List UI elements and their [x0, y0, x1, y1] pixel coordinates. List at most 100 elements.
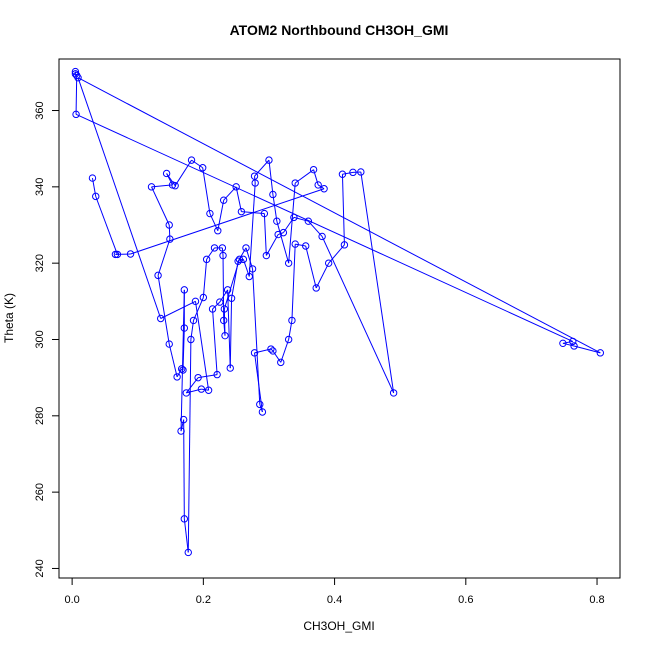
series-segment — [265, 234, 279, 256]
y-axis: 240 260 280 300 320 340 360 — [34, 101, 60, 578]
data-point — [291, 240, 299, 248]
series-segment — [272, 350, 282, 363]
series-segment — [223, 308, 226, 336]
series-segment — [276, 221, 290, 264]
data-point — [569, 337, 577, 346]
y-tick-label: 360 — [34, 101, 46, 119]
data-point — [559, 339, 567, 348]
y-tick-label: 260 — [34, 483, 46, 501]
x-tick-label: 0.4 — [327, 594, 342, 606]
series-segment — [217, 200, 225, 231]
series-segment — [235, 186, 242, 212]
data-point — [291, 179, 299, 187]
data-point — [202, 255, 211, 264]
data-point — [187, 156, 196, 164]
data-point — [191, 297, 200, 306]
series-segment — [95, 196, 118, 255]
series-segment — [295, 243, 306, 247]
series-segment — [268, 160, 274, 195]
series-segment — [206, 247, 215, 260]
series-segment — [174, 159, 192, 186]
data-point — [221, 331, 229, 340]
data-point — [302, 242, 310, 250]
x-tick-label: 0.0 — [64, 594, 79, 606]
chart-title: ATOM2 Northbound CH3OH_GMI — [230, 22, 449, 38]
series-segment — [288, 182, 296, 264]
x-tick-label: 0.6 — [458, 594, 473, 606]
data-point — [166, 235, 174, 243]
series-segment — [202, 259, 208, 298]
series-segment — [315, 262, 330, 289]
series-segment — [168, 224, 171, 240]
data-point — [177, 365, 186, 373]
x-axis-label: CH3OH_GMI — [303, 619, 374, 633]
data-point — [180, 515, 189, 523]
data-point — [265, 156, 273, 164]
data-point — [242, 244, 250, 252]
series-segment — [229, 298, 233, 369]
series-segment — [341, 174, 345, 245]
series-segment — [562, 340, 573, 344]
series-segment — [168, 343, 178, 378]
data-point — [180, 324, 189, 332]
y-axis-label: Theta (K) — [2, 293, 16, 343]
series-segment — [360, 171, 395, 393]
series-segment — [313, 169, 319, 186]
x-tick-label: 0.8 — [589, 594, 604, 606]
data-point — [389, 389, 398, 397]
series-segment — [328, 244, 345, 264]
series-segment — [272, 194, 278, 222]
data-point — [168, 181, 177, 189]
series-points — [71, 67, 605, 557]
data-point — [88, 174, 97, 182]
data-point — [71, 70, 80, 78]
data-point — [187, 335, 195, 344]
data-point — [220, 305, 229, 313]
series-segment — [202, 167, 211, 214]
data-point — [570, 342, 578, 350]
data-point — [204, 386, 213, 394]
series-segment — [193, 297, 204, 321]
series-segment — [160, 300, 196, 319]
data-point — [250, 172, 259, 180]
data-point — [309, 165, 318, 174]
data-point — [237, 207, 246, 216]
series-segment — [222, 255, 225, 321]
data-point — [210, 244, 219, 252]
series-segment — [75, 113, 573, 342]
data-point — [262, 251, 271, 260]
series-segment — [166, 173, 173, 186]
x-axis: 0.0 0.2 0.4 0.6 0.8 — [64, 577, 605, 606]
y-tick-label: 340 — [34, 178, 46, 196]
data-point — [72, 110, 80, 119]
data-point — [284, 335, 293, 344]
y-tick-label: 240 — [34, 559, 46, 577]
data-point — [219, 316, 228, 325]
series-segment — [212, 301, 221, 310]
data-point — [113, 250, 122, 259]
series-segment — [191, 159, 203, 169]
data-point — [182, 389, 190, 397]
data-point — [274, 230, 282, 239]
data-point — [173, 373, 181, 381]
data-point — [596, 349, 605, 357]
series-segment — [75, 75, 78, 115]
data-point — [338, 170, 347, 178]
data-point — [320, 185, 328, 193]
data-point — [290, 213, 298, 222]
data-point — [198, 164, 207, 172]
data-point — [324, 259, 333, 267]
data-point — [314, 181, 322, 189]
series-segment — [182, 328, 185, 371]
series-segment — [562, 342, 575, 347]
data-point — [304, 217, 313, 225]
series-segment — [305, 245, 317, 289]
series-segment — [151, 186, 170, 226]
data-point — [180, 286, 189, 294]
series-segment — [294, 169, 314, 184]
series-segment — [186, 388, 202, 394]
data-point — [126, 250, 135, 258]
data-point — [179, 415, 188, 424]
